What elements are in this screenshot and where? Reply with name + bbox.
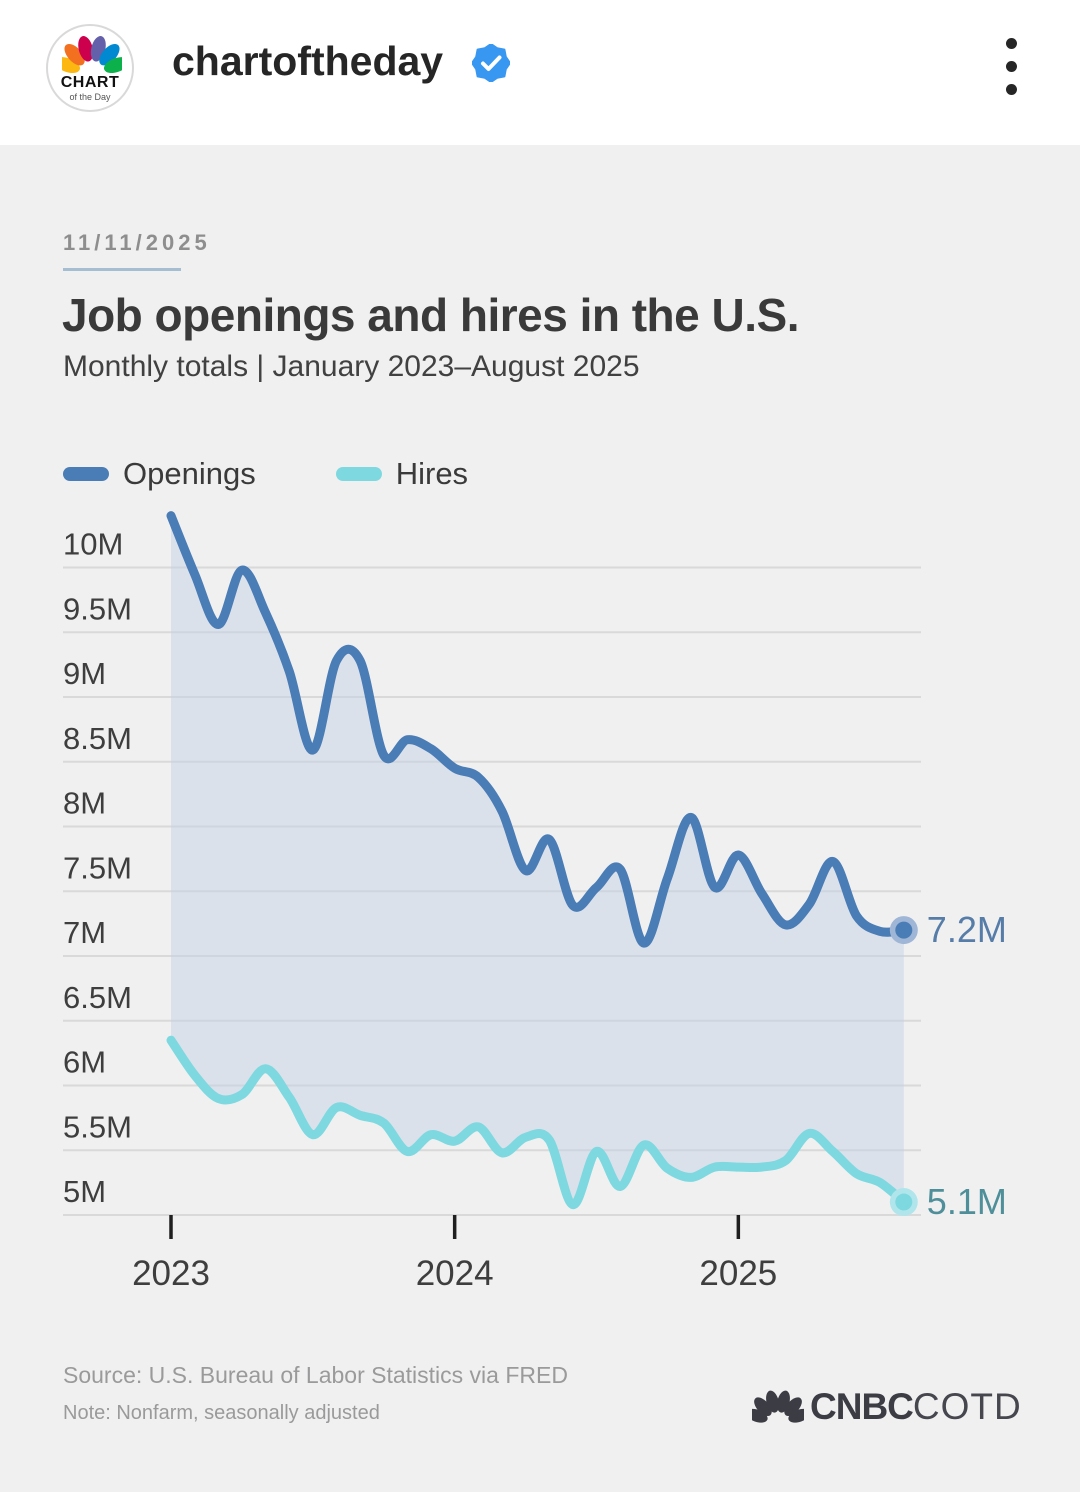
cnbc-peacock-icon [752, 1390, 804, 1423]
cnbc-cotd-logo: CNBC COTD [752, 1386, 1022, 1428]
y-axis-label: 10M [63, 527, 123, 562]
chart-legend: Openings Hires [63, 456, 534, 492]
y-axis-label: 6.5M [63, 980, 132, 1015]
x-axis-label: 2023 [132, 1254, 210, 1293]
hires-legend-label: Hires [395, 456, 469, 491]
hires-legend-swatch [335, 467, 382, 481]
openings-legend-swatch [63, 467, 109, 481]
y-axis-label: 8.5M [63, 721, 132, 756]
y-axis-label: 7M [63, 915, 106, 950]
x-axis-label: 2025 [699, 1254, 777, 1293]
y-axis-label: 5M [63, 1174, 106, 1209]
openings-end-dot [895, 921, 913, 939]
post-header: CHART of the Day chartoftheday [0, 0, 1080, 145]
y-axis-label: 5.5M [63, 1109, 132, 1144]
source-text: Source: U.S. Bureau of Labor Statistics … [63, 1362, 568, 1388]
cnbc-wordmark: CNBC [810, 1386, 914, 1427]
avatar-oftheday-text: of the Day [69, 92, 111, 102]
openings-legend-label: Openings [123, 456, 256, 491]
avatar[interactable]: CHART of the Day [46, 24, 134, 112]
verified-badge-icon [472, 44, 510, 82]
more-options-button[interactable] [1006, 38, 1017, 95]
username[interactable]: chartoftheday [172, 38, 444, 84]
menu-dot [1006, 38, 1017, 49]
avatar-chart-text: CHART [60, 74, 120, 91]
y-axis-label: 9.5M [63, 591, 132, 626]
hires-end-label: 5.1M [927, 1181, 1007, 1222]
chart-title: Job openings and hires in the U.S. [62, 289, 799, 341]
openings-end-label: 7.2M [927, 909, 1007, 950]
y-axis-label: 6M [63, 1045, 106, 1080]
y-axis-label: 8M [63, 786, 106, 821]
x-axis-label: 2024 [416, 1254, 494, 1293]
nbc-peacock-icon [62, 36, 122, 74]
cotd-wordmark: COTD [912, 1386, 1022, 1427]
hires-end-dot [895, 1193, 913, 1211]
menu-dot [1006, 84, 1017, 95]
post-date: 11/11/2025 [63, 230, 211, 255]
openings-line [166, 511, 909, 948]
hires-line [166, 1035, 909, 1210]
date-underline-rule [63, 268, 181, 271]
y-axis-label: 9M [63, 656, 106, 691]
note-text: Note: Nonfarm, seasonally adjusted [63, 1402, 380, 1424]
chart-subtitle: Monthly totals | January 2023–August 202… [63, 350, 640, 383]
y-axis-label: 7.5M [63, 850, 132, 885]
menu-dot [1006, 61, 1017, 72]
